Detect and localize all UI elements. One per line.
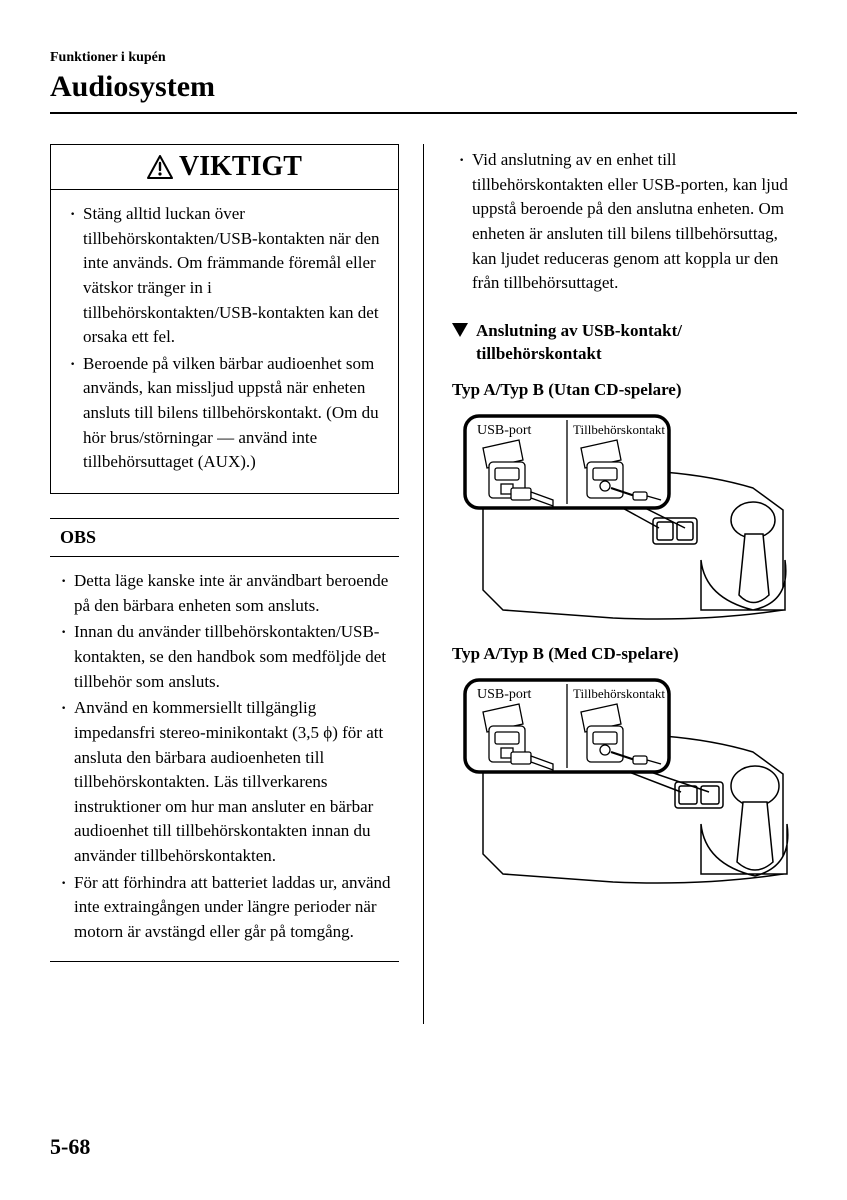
figure2-caption: Typ A/Typ B (Med CD-spelare) — [452, 644, 797, 664]
figure1-aux-label: Tillbehörskontakt — [573, 422, 665, 437]
figure2-illustration: USB-port Tillbehörskontakt — [453, 674, 793, 894]
obs-header: OBS — [50, 518, 399, 557]
content-columns: VIKTIGT Stäng alltid luckan över tillbeh… — [50, 144, 797, 1024]
section-heading-text: Anslutning av USB-kontakt/ tillbehörskon… — [476, 320, 682, 366]
caution-list: Stäng alltid luckan över tillbehörskonta… — [65, 202, 384, 475]
obs-item: Använd en kommersiellt tillgänglig imped… — [56, 696, 393, 868]
right-top-text: Vid anslutning av en enhet till tillbehö… — [448, 144, 797, 296]
obs-item: Detta läge kanske inte är användbart ber… — [56, 569, 393, 618]
warning-triangle-icon — [147, 155, 173, 179]
caution-item: Stäng alltid luckan över tillbehörskonta… — [65, 202, 384, 350]
obs-item: Innan du använder tillbehörskontakten/US… — [56, 620, 393, 694]
obs-box: OBS Detta läge kanske inte är användbart… — [50, 518, 399, 962]
figure1-usb-label: USB-port — [477, 423, 532, 438]
right-top-list: Vid anslutning av en enhet till tillbehö… — [454, 148, 791, 296]
right-top-item: Vid anslutning av en enhet till tillbehö… — [454, 148, 791, 296]
figure1-illustration: USB-port Tillbehörskontakt — [453, 410, 793, 630]
figure2-usb-label: USB-port — [477, 687, 532, 702]
right-column: Vid anslutning av en enhet till tillbehö… — [448, 144, 797, 1024]
figure1-caption: Typ A/Typ B (Utan CD-spelare) — [452, 380, 797, 400]
caution-box: VIKTIGT Stäng alltid luckan över tillbeh… — [50, 144, 399, 494]
caution-header: VIKTIGT — [51, 145, 398, 190]
obs-body: Detta läge kanske inte är användbart ber… — [50, 557, 399, 962]
section-heading: Anslutning av USB-kontakt/ tillbehörskon… — [452, 320, 797, 366]
caution-item: Beroende på vilken bärbar audioenhet som… — [65, 352, 384, 475]
title-rule — [50, 112, 797, 114]
page-title: Audiosystem — [50, 70, 797, 104]
caution-heading-text: VIKTIGT — [179, 151, 302, 183]
caution-body: Stäng alltid luckan över tillbehörskonta… — [51, 190, 398, 493]
column-divider — [423, 144, 424, 1024]
obs-item: För att förhindra att batteriet laddas u… — [56, 871, 393, 945]
triangle-down-icon — [452, 323, 468, 337]
figure2-aux-label: Tillbehörskontakt — [573, 686, 665, 701]
page-number: 5-68 — [50, 1134, 90, 1160]
obs-list: Detta läge kanske inte är användbart ber… — [56, 569, 393, 945]
left-column: VIKTIGT Stäng alltid luckan över tillbeh… — [50, 144, 399, 1024]
breadcrumb: Funktioner i kupén — [50, 50, 797, 66]
